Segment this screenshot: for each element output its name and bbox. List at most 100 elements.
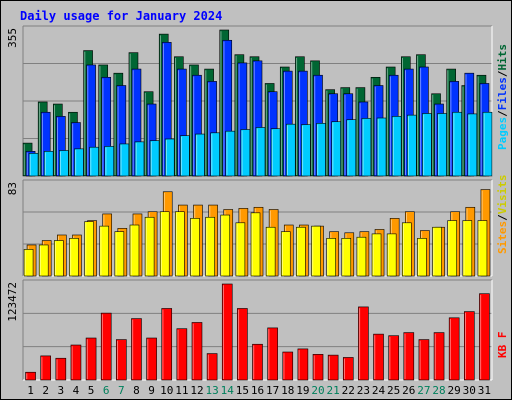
bar-pages: [225, 130, 236, 177]
bar-pages: [346, 119, 357, 177]
x-tick-label: 29: [448, 384, 461, 397]
x-tick-label: 2: [42, 384, 49, 397]
y-axis-label: Sites/Visits: [496, 175, 509, 255]
x-tick-label: 13: [205, 384, 218, 397]
bar-sites: [129, 224, 140, 277]
bar-pages: [391, 116, 402, 177]
y-axis-label-part: KB F: [496, 332, 509, 359]
bar-kb-f: [388, 335, 399, 381]
bar-sites: [159, 211, 170, 277]
bar-pages: [74, 148, 84, 177]
x-tick-label: 10: [160, 384, 173, 397]
bar-kb-f: [479, 293, 490, 381]
x-tick-label: 9: [148, 384, 155, 397]
bar-pages: [422, 113, 432, 177]
y-axis-label-part: /: [496, 70, 509, 77]
x-tick-label: 27: [417, 384, 430, 397]
bar-sites: [417, 238, 427, 277]
bar-sites: [220, 214, 231, 277]
bar-pages: [482, 111, 493, 177]
bar-sites: [69, 238, 79, 277]
x-tick-label: 4: [73, 384, 80, 397]
bar-pages: [316, 123, 326, 177]
bar-kb-f: [85, 337, 97, 381]
bar-sites: [114, 231, 125, 277]
bar-pages: [28, 153, 39, 177]
bar-kb-f: [131, 318, 142, 381]
bar-sites: [175, 211, 185, 277]
bar-kb-f: [191, 322, 203, 381]
x-tick-label: 26: [402, 384, 415, 397]
x-tick-label: 3: [58, 384, 65, 397]
bar-sites: [54, 240, 64, 277]
bar-kb-f: [418, 339, 430, 381]
y-max-label: 355: [6, 28, 19, 48]
bar-pages: [376, 117, 387, 177]
bar-kb-f: [312, 354, 324, 381]
bar-sites: [99, 225, 110, 277]
bar-kb-f: [221, 283, 233, 381]
bar-pages: [149, 140, 160, 177]
y-max-label: 123472: [6, 282, 19, 322]
bar-sites: [432, 226, 442, 277]
bar-kb-f: [176, 328, 188, 381]
bar-sites: [235, 222, 246, 277]
bar-pages: [119, 143, 130, 177]
bar-sites: [447, 220, 457, 277]
bar-sites: [462, 220, 473, 277]
panel-3: 123472 KB F: [6, 279, 509, 381]
x-tick-label: 19: [296, 384, 309, 397]
bar-sites: [23, 249, 34, 277]
y-axis-label-part: /: [496, 110, 509, 117]
y-axis-label-part: Visits: [496, 175, 509, 215]
bar-pages: [240, 129, 251, 177]
x-tick-label: 17: [266, 384, 279, 397]
bar-kb-f: [237, 308, 248, 381]
x-tick-label: 20: [311, 384, 324, 397]
bar-kb-f: [373, 333, 384, 381]
bar-kb-f: [252, 343, 263, 381]
y-axis-label-part: Sites: [496, 221, 509, 254]
bar-pages: [180, 135, 190, 177]
bar-pages: [437, 113, 447, 177]
bar-kb-f: [282, 351, 294, 381]
bar-kb-f: [297, 348, 309, 381]
chart-title: Daily usage for January 2024: [20, 9, 222, 23]
bar-pages: [59, 150, 69, 177]
bar-sites: [371, 233, 382, 277]
bar-kb-f: [146, 337, 157, 381]
bar-pages: [89, 146, 99, 177]
bar-kb-f: [448, 317, 460, 381]
x-tick-label: 30: [463, 384, 476, 397]
bar-pages: [43, 151, 54, 177]
bar-sites: [341, 238, 352, 277]
bar-kb-f: [206, 353, 218, 381]
bar-kb-f: [161, 308, 173, 381]
x-tick-label: 21: [327, 384, 340, 397]
bar-kb-f: [25, 371, 36, 381]
panel-2: 83 Sites/Visits: [6, 175, 509, 277]
bar-sites: [190, 218, 200, 277]
bar-sites: [250, 212, 261, 277]
bar-pages: [210, 132, 220, 177]
bar-sites: [84, 221, 94, 277]
x-tick-label: 12: [190, 384, 203, 397]
bar-pages: [452, 111, 462, 177]
x-tick-label: 31: [478, 384, 491, 397]
x-tick-label: 18: [281, 384, 294, 397]
bar-sites: [296, 226, 306, 277]
bar-kb-f: [267, 327, 278, 381]
x-tick-label: 24: [372, 384, 386, 397]
x-tick-label: 8: [133, 384, 140, 397]
y-axis-label: KB F: [496, 332, 509, 359]
x-tick-label: 14: [221, 384, 235, 397]
bar-pages: [164, 138, 175, 177]
x-tick-label: 5: [88, 384, 95, 397]
x-tick-label: 16: [251, 384, 264, 397]
bar-pages: [331, 121, 341, 177]
y-axis-label: Pages/Files/Hits: [496, 44, 509, 150]
bar-sites: [386, 233, 397, 277]
x-tick-label: 11: [175, 384, 188, 397]
bar-sites: [265, 226, 276, 277]
